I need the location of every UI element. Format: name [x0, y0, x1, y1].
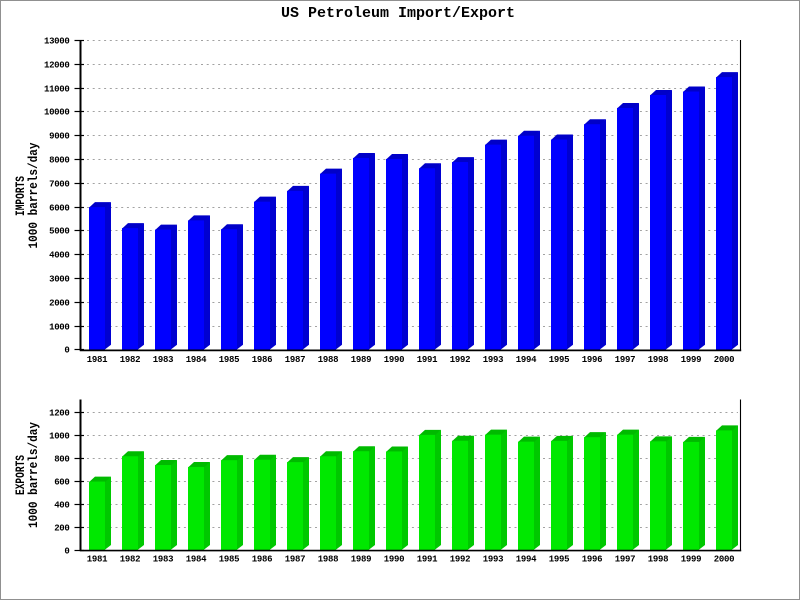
- svg-text:8000: 8000: [49, 155, 69, 165]
- svg-text:1000: 1000: [49, 431, 69, 441]
- svg-text:1988: 1988: [318, 355, 338, 365]
- svg-text:1986: 1986: [252, 355, 272, 365]
- svg-text:1991: 1991: [417, 355, 438, 365]
- svg-text:0: 0: [64, 345, 69, 355]
- svg-text:4000: 4000: [49, 250, 69, 260]
- svg-text:2000: 2000: [49, 298, 69, 308]
- svg-text:9000: 9000: [49, 131, 69, 141]
- svg-text:1981: 1981: [87, 555, 108, 565]
- svg-text:2000: 2000: [714, 355, 734, 365]
- svg-text:1990: 1990: [384, 355, 404, 365]
- svg-text:1982: 1982: [120, 355, 140, 365]
- svg-text:11000: 11000: [44, 84, 70, 94]
- svg-text:1984: 1984: [186, 555, 207, 565]
- svg-text:800: 800: [54, 454, 69, 464]
- svg-text:1984: 1984: [186, 355, 207, 365]
- svg-text:1200: 1200: [49, 408, 69, 418]
- svg-text:1998: 1998: [648, 355, 668, 365]
- svg-text:5000: 5000: [49, 226, 69, 236]
- svg-text:1988: 1988: [318, 555, 338, 565]
- svg-text:7000: 7000: [49, 179, 69, 189]
- svg-text:2000: 2000: [714, 555, 734, 565]
- svg-text:1985: 1985: [219, 355, 239, 365]
- svg-text:1000: 1000: [49, 322, 69, 332]
- svg-text:1987: 1987: [285, 355, 305, 365]
- svg-text:1992: 1992: [450, 555, 470, 565]
- svg-text:1994: 1994: [516, 555, 537, 565]
- svg-text:600: 600: [54, 477, 69, 487]
- svg-text:1992: 1992: [450, 355, 470, 365]
- svg-text:1996: 1996: [582, 555, 602, 565]
- svg-text:1989: 1989: [351, 555, 371, 565]
- svg-text:1999: 1999: [681, 555, 701, 565]
- svg-text:1995: 1995: [549, 355, 569, 365]
- svg-text:EXPORTS: EXPORTS: [13, 455, 28, 495]
- svg-text:1981: 1981: [87, 355, 108, 365]
- svg-text:200: 200: [54, 523, 69, 533]
- svg-text:1997: 1997: [615, 555, 635, 565]
- svg-text:1986: 1986: [252, 555, 272, 565]
- svg-text:1997: 1997: [615, 355, 635, 365]
- svg-text:1000 barrels/day: 1000 barrels/day: [26, 142, 41, 248]
- svg-text:1987: 1987: [285, 555, 305, 565]
- svg-text:1993: 1993: [483, 555, 503, 565]
- svg-text:1995: 1995: [549, 555, 569, 565]
- svg-text:IMPORTS: IMPORTS: [13, 176, 28, 216]
- svg-text:1996: 1996: [582, 355, 602, 365]
- svg-text:1983: 1983: [153, 355, 173, 365]
- svg-text:1998: 1998: [648, 555, 668, 565]
- svg-text:400: 400: [54, 500, 69, 510]
- svg-text:0: 0: [64, 546, 69, 556]
- svg-text:1991: 1991: [417, 555, 438, 565]
- svg-text:13000: 13000: [44, 36, 70, 46]
- svg-text:1982: 1982: [120, 555, 140, 565]
- svg-text:US Petroleum Import/Export: US Petroleum Import/Export: [281, 5, 515, 22]
- svg-text:3000: 3000: [49, 274, 69, 284]
- svg-text:12000: 12000: [44, 60, 70, 70]
- svg-text:10000: 10000: [44, 107, 70, 117]
- svg-text:1994: 1994: [516, 355, 537, 365]
- svg-text:1985: 1985: [219, 555, 239, 565]
- svg-text:1000 barrels/day: 1000 barrels/day: [26, 422, 41, 528]
- svg-text:6000: 6000: [49, 203, 69, 213]
- svg-text:1989: 1989: [351, 355, 371, 365]
- svg-text:1999: 1999: [681, 355, 701, 365]
- svg-text:1990: 1990: [384, 555, 404, 565]
- svg-text:1993: 1993: [483, 355, 503, 365]
- svg-text:1983: 1983: [153, 555, 173, 565]
